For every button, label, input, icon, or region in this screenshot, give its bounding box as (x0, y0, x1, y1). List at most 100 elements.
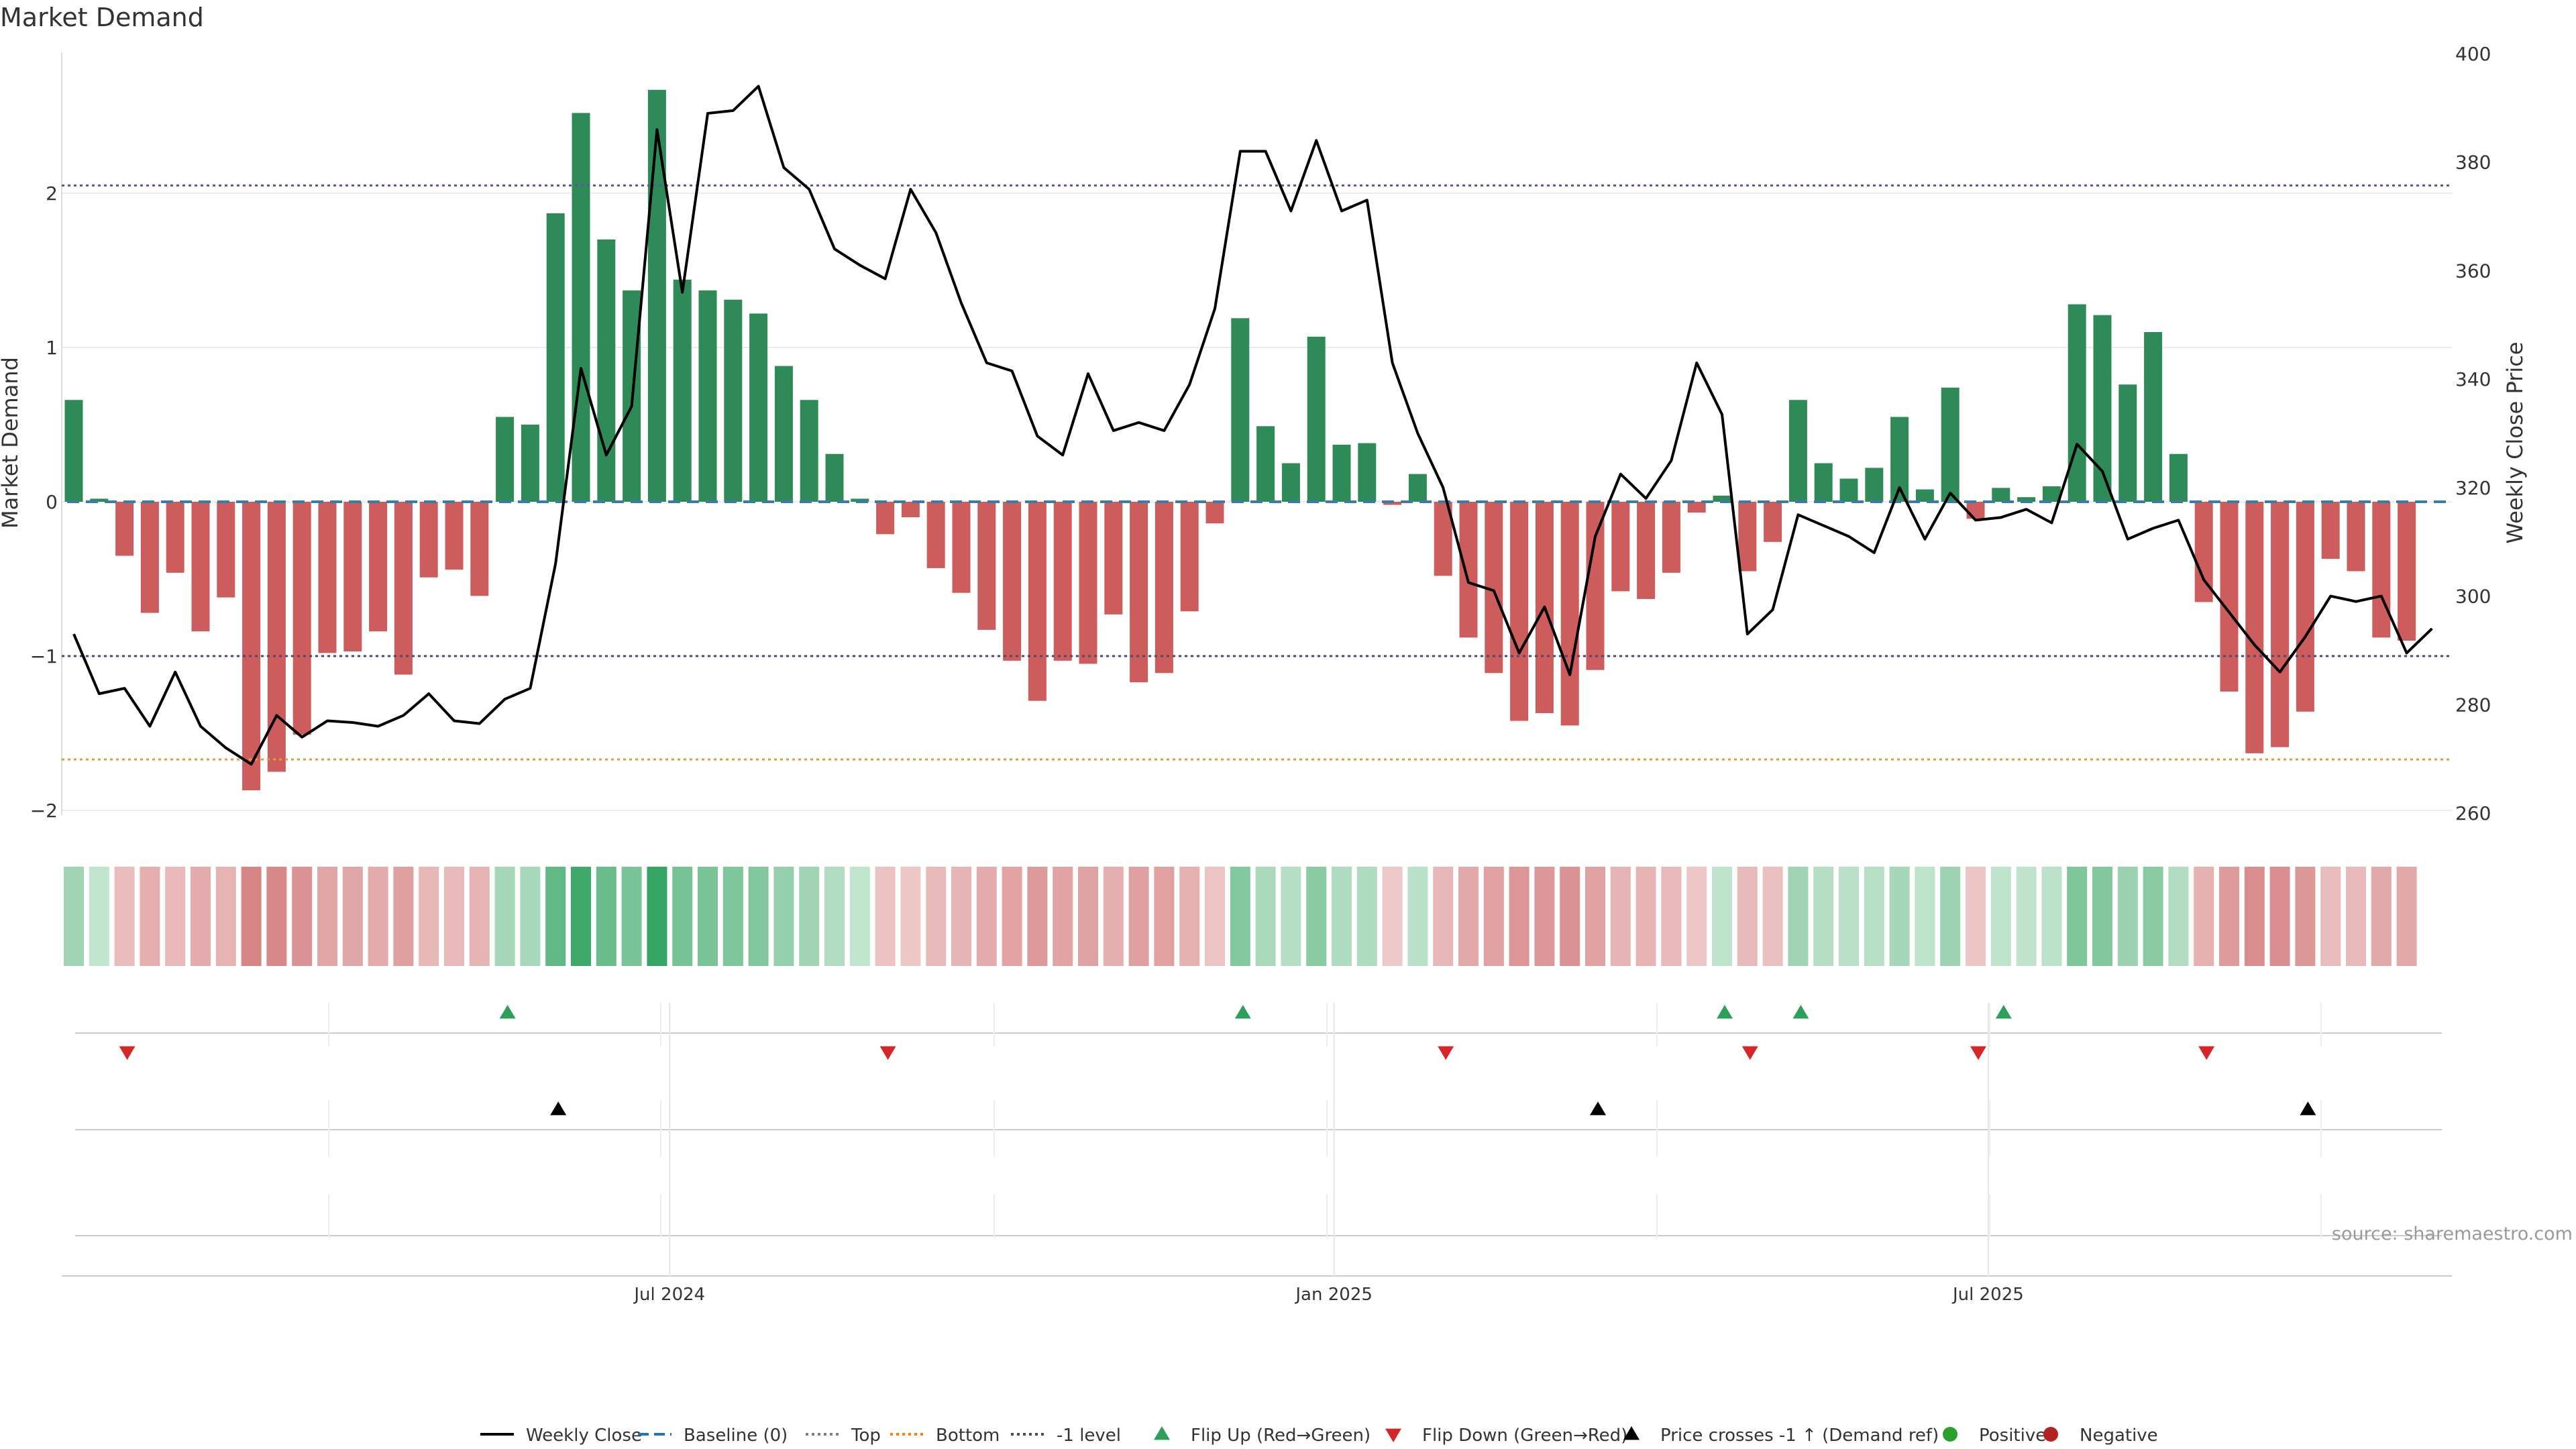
demand-bar (1560, 502, 1579, 726)
y2-tick-label: 300 (2455, 586, 2491, 608)
demand-bar (926, 502, 945, 568)
demand-strip-tile (1205, 867, 1225, 966)
demand-bar (1687, 502, 1706, 513)
demand-bar (546, 213, 565, 502)
demand-strip-tile (2143, 867, 2163, 966)
demand-bar (242, 502, 261, 791)
demand-strip-tile (2067, 867, 2088, 966)
demand-strip-tile (2244, 867, 2265, 966)
demand-strip-tile (1407, 867, 1428, 966)
demand-bar (1256, 426, 1275, 502)
demand-bar (217, 502, 235, 598)
demand-strip-tile (1712, 867, 1732, 966)
demand-bar (496, 417, 515, 502)
demand-strip-tile (89, 867, 109, 966)
x-tick-label: Jul 2025 (1951, 1285, 2024, 1305)
demand-strip-tile (2295, 867, 2316, 966)
legend-label: Bottom (936, 1426, 1000, 1446)
y-tick-label: 0 (46, 491, 58, 513)
demand-strip-tile (799, 867, 820, 966)
demand-bar (2017, 497, 2036, 502)
y-tick-label: −2 (30, 800, 58, 822)
demand-bar (1281, 463, 1300, 502)
demand-bar (1586, 502, 1605, 670)
legend-label: Baseline (0) (684, 1426, 788, 1446)
y2-tick-label: 260 (2455, 802, 2491, 824)
demand-strip-tile (2219, 867, 2239, 966)
demand-strip-tile (926, 867, 947, 966)
demand-bar (394, 502, 413, 675)
demand-bar (521, 425, 539, 502)
y2-tick-label: 360 (2455, 260, 2491, 282)
flip-up-marker (1792, 1005, 1809, 1019)
demand-bar (673, 279, 692, 502)
demand-strip-tile (1332, 867, 1352, 966)
demand-bar (1865, 468, 1884, 502)
price-cross-marker (550, 1102, 567, 1116)
demand-strip-tile (875, 867, 896, 966)
demand-strip-tile (1990, 867, 2011, 966)
flip-up-marker (1995, 1005, 2012, 1019)
y-tick-label: 1 (46, 337, 58, 359)
y-tick-label: 2 (46, 182, 58, 205)
demand-bar (572, 113, 590, 502)
demand-bar (1028, 502, 1046, 701)
demand-strip-tile (2194, 867, 2214, 966)
demand-bar (876, 502, 895, 535)
demand-bar (698, 290, 717, 502)
demand-bar (2245, 502, 2264, 753)
source-label: source: sharemaestro.com (2332, 1224, 2573, 1244)
demand-strip-tile (1585, 867, 1605, 966)
demand-bar (1814, 463, 1833, 502)
demand-bar (2118, 384, 2137, 502)
demand-strip-tile (114, 867, 135, 966)
demand-strip-tile (1940, 867, 1961, 966)
demand-bar (1155, 502, 1173, 674)
legend-label: Price crosses -1 ↑ (Demand ref) (1660, 1426, 1939, 1446)
demand-strip-tile (2041, 867, 2062, 966)
legend-swatch-circle (1943, 1427, 1957, 1442)
flip-down-marker (1970, 1046, 1986, 1060)
y-axis-title: Market Demand (0, 357, 23, 529)
demand-strip-tile (900, 867, 921, 966)
demand-bar (292, 502, 311, 735)
demand-strip-tile (1864, 867, 1884, 966)
weekly-close-line (72, 85, 2433, 766)
demand-strip-tile (1966, 867, 1986, 966)
x-tick-label: Jul 2024 (633, 1285, 705, 1305)
demand-bar (470, 502, 489, 596)
demand-strip-tile (2320, 867, 2341, 966)
demand-bar (1130, 502, 1148, 683)
demand-strip-tile (1813, 867, 1834, 966)
demand-bar (647, 89, 666, 502)
demand-strip-tile (393, 867, 414, 966)
demand-bar (1662, 502, 1680, 573)
demand-strip-tile (2092, 867, 2112, 966)
demand-strip-tile (1078, 867, 1098, 966)
demand-bar (1611, 502, 1630, 592)
demand-bar (1180, 502, 1199, 612)
demand-bar (2194, 502, 2213, 602)
demand-strip-tile (342, 867, 363, 966)
demand-strip-tile (1635, 867, 1656, 966)
demand-strip-tile (1686, 867, 1707, 966)
demand-strip-tile (1509, 867, 1529, 966)
demand-bar (952, 502, 971, 593)
demand-bar (115, 502, 134, 556)
demand-bar (1332, 444, 1351, 502)
legend-label: Positive (1979, 1426, 2046, 1446)
demand-strip-tile (647, 867, 667, 966)
demand-strip-tile (1382, 867, 1403, 966)
demand-bar (267, 502, 286, 772)
flip-down-marker (1741, 1046, 1758, 1060)
demand-strip-tile (1915, 867, 1935, 966)
demand-bar (2144, 332, 2163, 502)
demand-strip-tile (824, 867, 845, 966)
demand-bar (1637, 502, 1656, 599)
demand-strip-tile (748, 867, 769, 966)
demand-strip-tile (1762, 867, 1783, 966)
demand-bar (901, 502, 920, 517)
demand-bar (724, 299, 743, 502)
legend-swatch-circle (2043, 1427, 2058, 1442)
